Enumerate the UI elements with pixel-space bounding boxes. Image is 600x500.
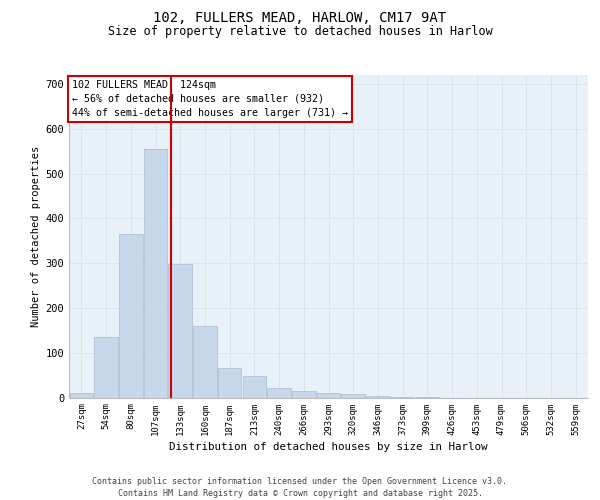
Text: 102, FULLERS MEAD, HARLOW, CM17 9AT: 102, FULLERS MEAD, HARLOW, CM17 9AT xyxy=(154,11,446,25)
Text: Contains public sector information licensed under the Open Government Licence v3: Contains public sector information licen… xyxy=(92,477,508,486)
Bar xyxy=(119,234,143,398)
Bar xyxy=(144,149,167,398)
Bar xyxy=(94,337,118,398)
Bar xyxy=(169,264,192,398)
Text: Size of property relative to detached houses in Harlow: Size of property relative to detached ho… xyxy=(107,25,493,38)
Bar xyxy=(292,391,316,398)
Bar xyxy=(317,393,340,398)
Bar xyxy=(193,326,217,398)
Bar xyxy=(268,388,291,398)
Bar xyxy=(218,368,241,398)
X-axis label: Distribution of detached houses by size in Harlow: Distribution of detached houses by size … xyxy=(169,442,488,452)
Bar xyxy=(341,394,365,398)
Text: Contains HM Land Registry data © Crown copyright and database right 2025.: Contains HM Land Registry data © Crown c… xyxy=(118,488,482,498)
Text: 102 FULLERS MEAD: 124sqm
← 56% of detached houses are smaller (932)
44% of semi-: 102 FULLERS MEAD: 124sqm ← 56% of detach… xyxy=(71,80,347,118)
Bar xyxy=(70,393,93,398)
Y-axis label: Number of detached properties: Number of detached properties xyxy=(31,146,41,327)
Bar xyxy=(366,396,389,398)
Bar xyxy=(242,376,266,398)
